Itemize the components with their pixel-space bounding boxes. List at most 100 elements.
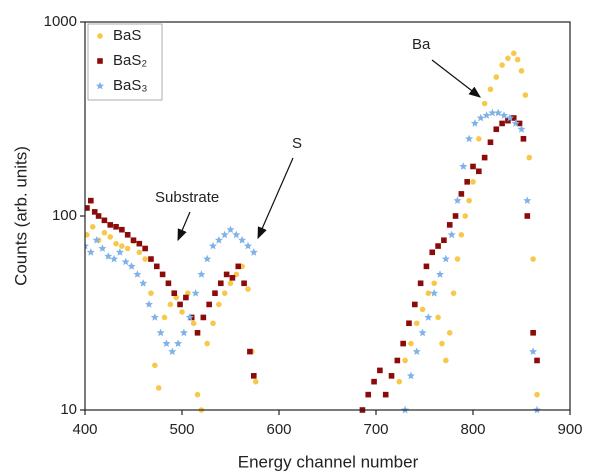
y-tick-label: 1000 — [44, 13, 77, 30]
point — [159, 271, 166, 278]
y-tick-label: 100 — [52, 207, 77, 224]
point — [447, 230, 456, 239]
point — [429, 249, 436, 256]
point — [206, 301, 212, 308]
point — [249, 248, 258, 256]
point — [464, 179, 470, 185]
point — [481, 154, 488, 161]
point — [229, 275, 236, 281]
point — [121, 257, 130, 266]
point — [252, 378, 259, 385]
point — [107, 222, 114, 228]
point — [204, 340, 211, 347]
point — [85, 232, 90, 238]
point — [517, 125, 526, 133]
annotation-arrow — [177, 211, 191, 242]
point — [481, 100, 488, 107]
point — [382, 391, 389, 398]
point — [523, 196, 532, 204]
point — [142, 245, 148, 252]
point — [88, 197, 94, 204]
point — [423, 263, 430, 270]
point — [91, 209, 98, 215]
point — [183, 294, 189, 301]
legend: BaS BaS₂ BaS₃ — [96, 27, 147, 94]
point — [191, 289, 200, 297]
x-tick-label: 500 — [169, 421, 194, 438]
point — [511, 119, 520, 127]
point — [441, 237, 447, 244]
point — [476, 168, 482, 175]
point — [162, 339, 171, 347]
point — [441, 254, 450, 263]
point — [250, 373, 257, 379]
point — [130, 237, 137, 244]
y-axis-title: Counts (arb. units) — [11, 146, 30, 286]
point — [139, 279, 148, 287]
point — [443, 357, 449, 364]
point — [530, 256, 536, 262]
point — [446, 222, 453, 228]
point — [510, 115, 517, 121]
point — [194, 329, 201, 336]
legend-label: BaS₃ — [113, 77, 147, 94]
point — [408, 340, 414, 347]
point — [529, 347, 538, 355]
point — [424, 313, 433, 321]
point — [104, 252, 113, 260]
point — [167, 301, 174, 308]
point — [153, 263, 160, 270]
point — [482, 111, 491, 119]
point — [446, 329, 453, 336]
plot-area — [85, 50, 541, 414]
point — [220, 230, 229, 239]
point — [439, 340, 445, 347]
point — [194, 391, 201, 398]
point — [371, 378, 377, 385]
y-tick-label: 10 — [60, 401, 77, 418]
point — [203, 254, 212, 263]
point — [526, 154, 533, 161]
point — [435, 243, 441, 249]
point — [505, 55, 511, 62]
point — [133, 270, 142, 278]
point — [216, 301, 222, 308]
point — [458, 232, 465, 238]
point — [177, 301, 183, 308]
point — [406, 320, 412, 327]
point — [524, 213, 531, 219]
point — [150, 313, 159, 321]
point — [245, 286, 251, 292]
point — [113, 223, 119, 230]
point — [119, 226, 125, 233]
point — [493, 126, 500, 133]
x-tick-label: 800 — [460, 421, 485, 438]
point — [406, 371, 415, 380]
point — [101, 229, 108, 236]
point — [470, 179, 476, 185]
point — [465, 134, 474, 143]
point — [458, 191, 465, 197]
point — [493, 74, 500, 80]
point — [226, 225, 235, 234]
point — [470, 163, 476, 170]
annotation-arrow — [257, 157, 294, 240]
point — [413, 320, 420, 327]
point — [218, 280, 224, 287]
annotation-arrow — [431, 59, 481, 98]
x-axis-title: Energy channel number — [238, 452, 419, 471]
point — [499, 120, 505, 127]
point — [412, 347, 421, 355]
point — [86, 248, 95, 256]
point — [247, 348, 253, 355]
annotation: Ba — [412, 36, 431, 53]
point — [522, 92, 529, 98]
point — [221, 290, 228, 297]
point — [155, 385, 162, 391]
point — [165, 280, 172, 287]
point — [470, 119, 479, 127]
point — [425, 290, 432, 297]
x-tick-label: 900 — [557, 421, 582, 438]
legend-marker — [96, 81, 104, 90]
point — [402, 357, 408, 364]
